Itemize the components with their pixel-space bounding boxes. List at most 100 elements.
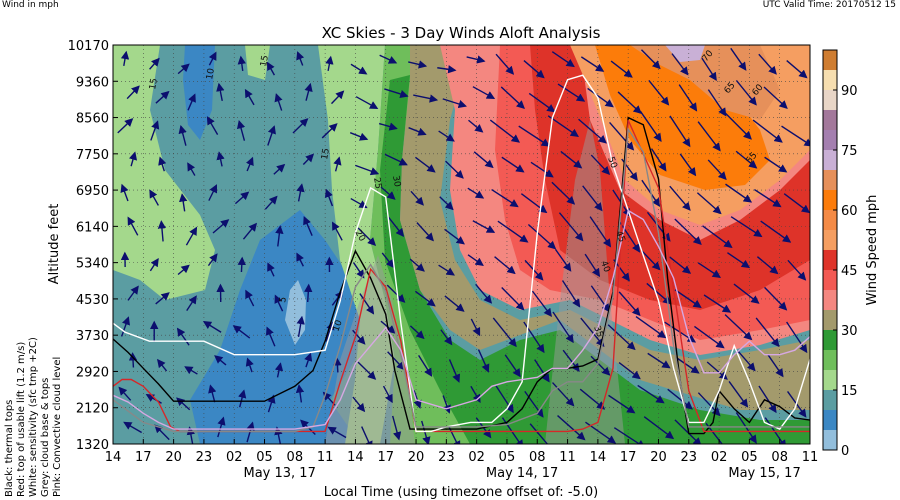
utc-valid-time: UTC Valid Time: 20170512 15 [762,0,896,10]
x-tick-label-14: 08 [529,450,546,465]
wind-vector-232 [669,185,691,211]
wind-vector-248 [694,325,725,349]
colorbar-tick-label-6: 90 [841,84,858,99]
wind-vector-89 [332,221,343,241]
wind-vector-102 [352,262,365,279]
wind-vector-273 [767,354,784,378]
wind-region-mid-blue-lower [190,210,360,444]
wind-vector-157 [500,86,525,110]
wind-vector-238 [667,388,693,410]
wind-vector-33 [184,366,198,375]
wind-vector-254 [724,112,752,140]
wind-vector-247 [703,294,732,313]
wind-vector-143 [448,426,461,444]
colorbar-band-15 [823,130,837,150]
plot-frame [112,44,811,445]
wind-vector-42 [207,253,218,267]
wind-region-dark-orange-core [595,45,770,190]
wind-vector-136 [439,196,454,211]
wind-vector-191 [557,415,586,441]
wind-vector-223 [646,282,672,305]
wind-vector-181 [557,83,586,102]
wind-vector-60 [266,61,276,76]
wind-vector-97 [355,96,379,109]
wind-vector-226 [637,384,665,404]
wind-vector-23 [154,424,170,441]
wind-vector-253 [735,80,757,106]
wind-vector-65 [275,225,284,247]
wind-vector-218 [639,110,662,142]
wind-vector-211 [618,291,641,317]
wind-vector-234 [669,256,692,274]
wind-vector-150 [467,254,484,266]
wind-vector-185 [558,212,584,242]
x-tick-label-7: 11 [317,450,334,465]
y-tick-label-3: 7750 [76,148,109,163]
contour-label-15c: 15 [320,148,332,161]
wind-vector-47 [217,416,226,438]
wind-vector-194 [578,118,607,144]
x-tick-label-15: 11 [559,450,576,465]
wind-vector-130 [413,390,422,409]
contour-label-10b: 10 [331,319,344,333]
plot-area: 5 10 10 15 15 15 20 25 30 35 40 45 50 55… [113,45,810,444]
wind-vector-88 [324,188,334,207]
wind-vector-125 [416,222,435,242]
contour-label-5: 5 [278,296,289,303]
wind-vector-138 [438,264,455,276]
wind-vector-209 [618,221,641,253]
colorbar-band-1 [823,410,837,430]
contour-labels: 5 10 10 15 15 15 20 25 30 35 40 45 50 55… [148,49,766,339]
wind-vector-279 [787,259,807,281]
wind-vector-235 [674,289,702,309]
wind-vector-177 [534,359,550,383]
wind-vector-270 [756,256,779,275]
wind-vector-144 [466,55,486,64]
x-tick-label-2: 20 [165,450,182,465]
series-line-1 [113,120,810,433]
wind-vector-239 [674,419,702,444]
colorbar-band-8 [823,270,837,290]
wind-vector-108 [379,54,398,64]
x-tick-label-18: 20 [650,450,667,465]
wind-vector-32 [176,327,190,346]
wind-vector-16 [149,189,159,206]
y-tick-label-11: 1320 [76,438,109,453]
x-tick-label-22: 08 [771,450,788,465]
wind-vector-182 [547,115,579,137]
wind-vector-87 [333,156,342,172]
wind-vector-107 [361,426,373,444]
wind-vector-104 [352,329,366,345]
wind-vector-7 [127,285,139,301]
wind-vector-242 [697,121,721,152]
wind-vector-277 [781,125,810,147]
wind-vector-132 [437,65,457,74]
wind-vector-124 [410,190,424,206]
wind-vector-219 [650,148,667,172]
wind-vector-74 [292,118,309,134]
cloud-shading-right [545,120,625,444]
date-label-0: May 13, 17 [243,466,315,481]
colorbar-band-13 [823,170,837,190]
wind-vector-141 [448,359,461,383]
wind-vector-128 [409,325,425,340]
wind-vector-187 [561,280,581,308]
wind-vector-184 [551,181,576,205]
wind-vector-37 [216,82,225,101]
wind-vector-171 [530,161,554,178]
colorbar-tick-label-3: 45 [841,264,858,279]
wind-vector-261 [737,350,756,372]
wind-vector-166 [495,385,514,414]
wind-vector-26 [178,124,187,146]
wind-vector-12 [149,57,160,70]
wind-vector-48 [237,55,246,72]
wind-vector-72 [296,51,305,66]
wind-vector-259 [733,283,760,304]
wind-vector-118 [382,385,393,404]
colorbar-band-17 [823,90,837,110]
wind-vector-81 [304,352,313,368]
contour-label-45: 45 [613,230,626,244]
wind-vector-212 [607,324,636,351]
wind-vector-268 [754,188,782,208]
wind-vector-245 [702,225,733,249]
